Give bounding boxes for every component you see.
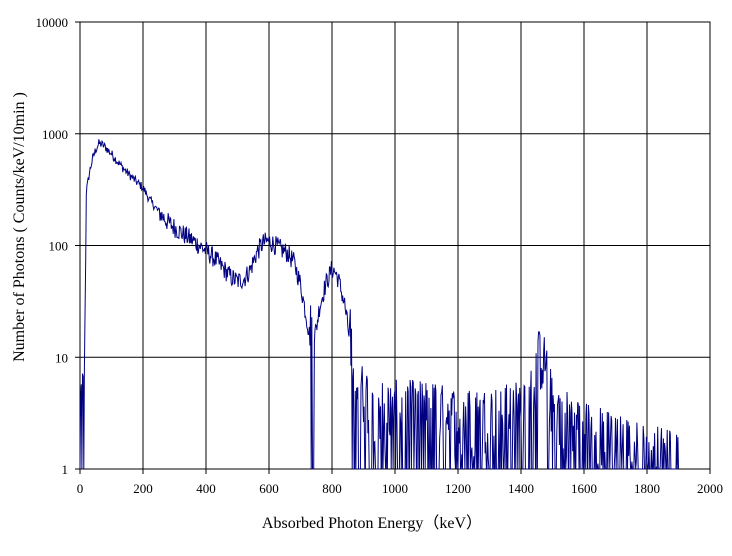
x-tick-label: 1800 [634, 481, 660, 496]
y-tick-label: 1 [62, 462, 69, 477]
spectrum-line [79, 139, 679, 470]
x-tick-label: 200 [133, 481, 153, 496]
series-layer [79, 139, 679, 470]
x-tick-label: 1400 [508, 481, 534, 496]
grid [75, 21, 711, 474]
y-tick-label: 1000 [42, 127, 68, 142]
x-tick-label: 0 [77, 481, 84, 496]
x-tick-label: 800 [322, 481, 342, 496]
y-axis-title: Number of Photons ( Counts/keV/10min ) [11, 92, 28, 362]
y-tick-label: 10 [55, 350, 68, 365]
tick-labels: 0 200 400 600 800 1000 1200 1400 1600 1800 2000 1 10… [36, 15, 724, 496]
x-tick-label: 400 [196, 481, 216, 496]
x-tick-label: 1600 [571, 481, 597, 496]
x-tick-label: 1200 [445, 481, 471, 496]
x-tick-label: 600 [259, 481, 279, 496]
x-tick-label: 2000 [697, 481, 723, 496]
y-tick-label: 100 [49, 239, 69, 254]
y-tick-label: 10000 [36, 15, 69, 30]
x-tick-label: 1000 [382, 481, 408, 496]
x-axis-title: Absorbed Photon Energy（keV） [262, 514, 482, 532]
